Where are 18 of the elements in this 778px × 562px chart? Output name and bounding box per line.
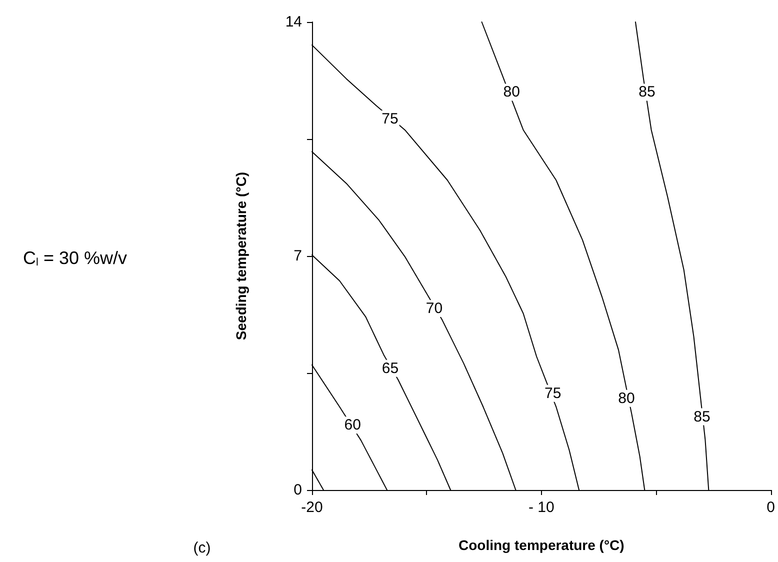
x-tick-label: - 10 [528, 499, 554, 516]
annotation: 70 [426, 300, 443, 317]
x-axis-title: Cooling temperature (°C) [458, 537, 624, 553]
annotation: 75 [544, 384, 562, 402]
annotation: 80 [618, 390, 635, 407]
y-tick-label: 0 [294, 482, 302, 498]
x-tick-label: 0 [766, 499, 775, 516]
annotation: 65 [382, 360, 399, 377]
annotation: 85 [638, 84, 656, 101]
annotation: 75 [382, 110, 398, 128]
y-tick-label: 7 [294, 248, 302, 264]
annotation: 80 [503, 84, 520, 101]
x-tick-label: -20 [301, 499, 323, 516]
y-axis-title: Seeding temperature (°C) [233, 172, 249, 340]
text: (c) [193, 540, 211, 556]
annotation: 60 [344, 416, 361, 434]
y-tick-label: 14 [285, 14, 302, 30]
annotation: 85 [694, 408, 710, 426]
